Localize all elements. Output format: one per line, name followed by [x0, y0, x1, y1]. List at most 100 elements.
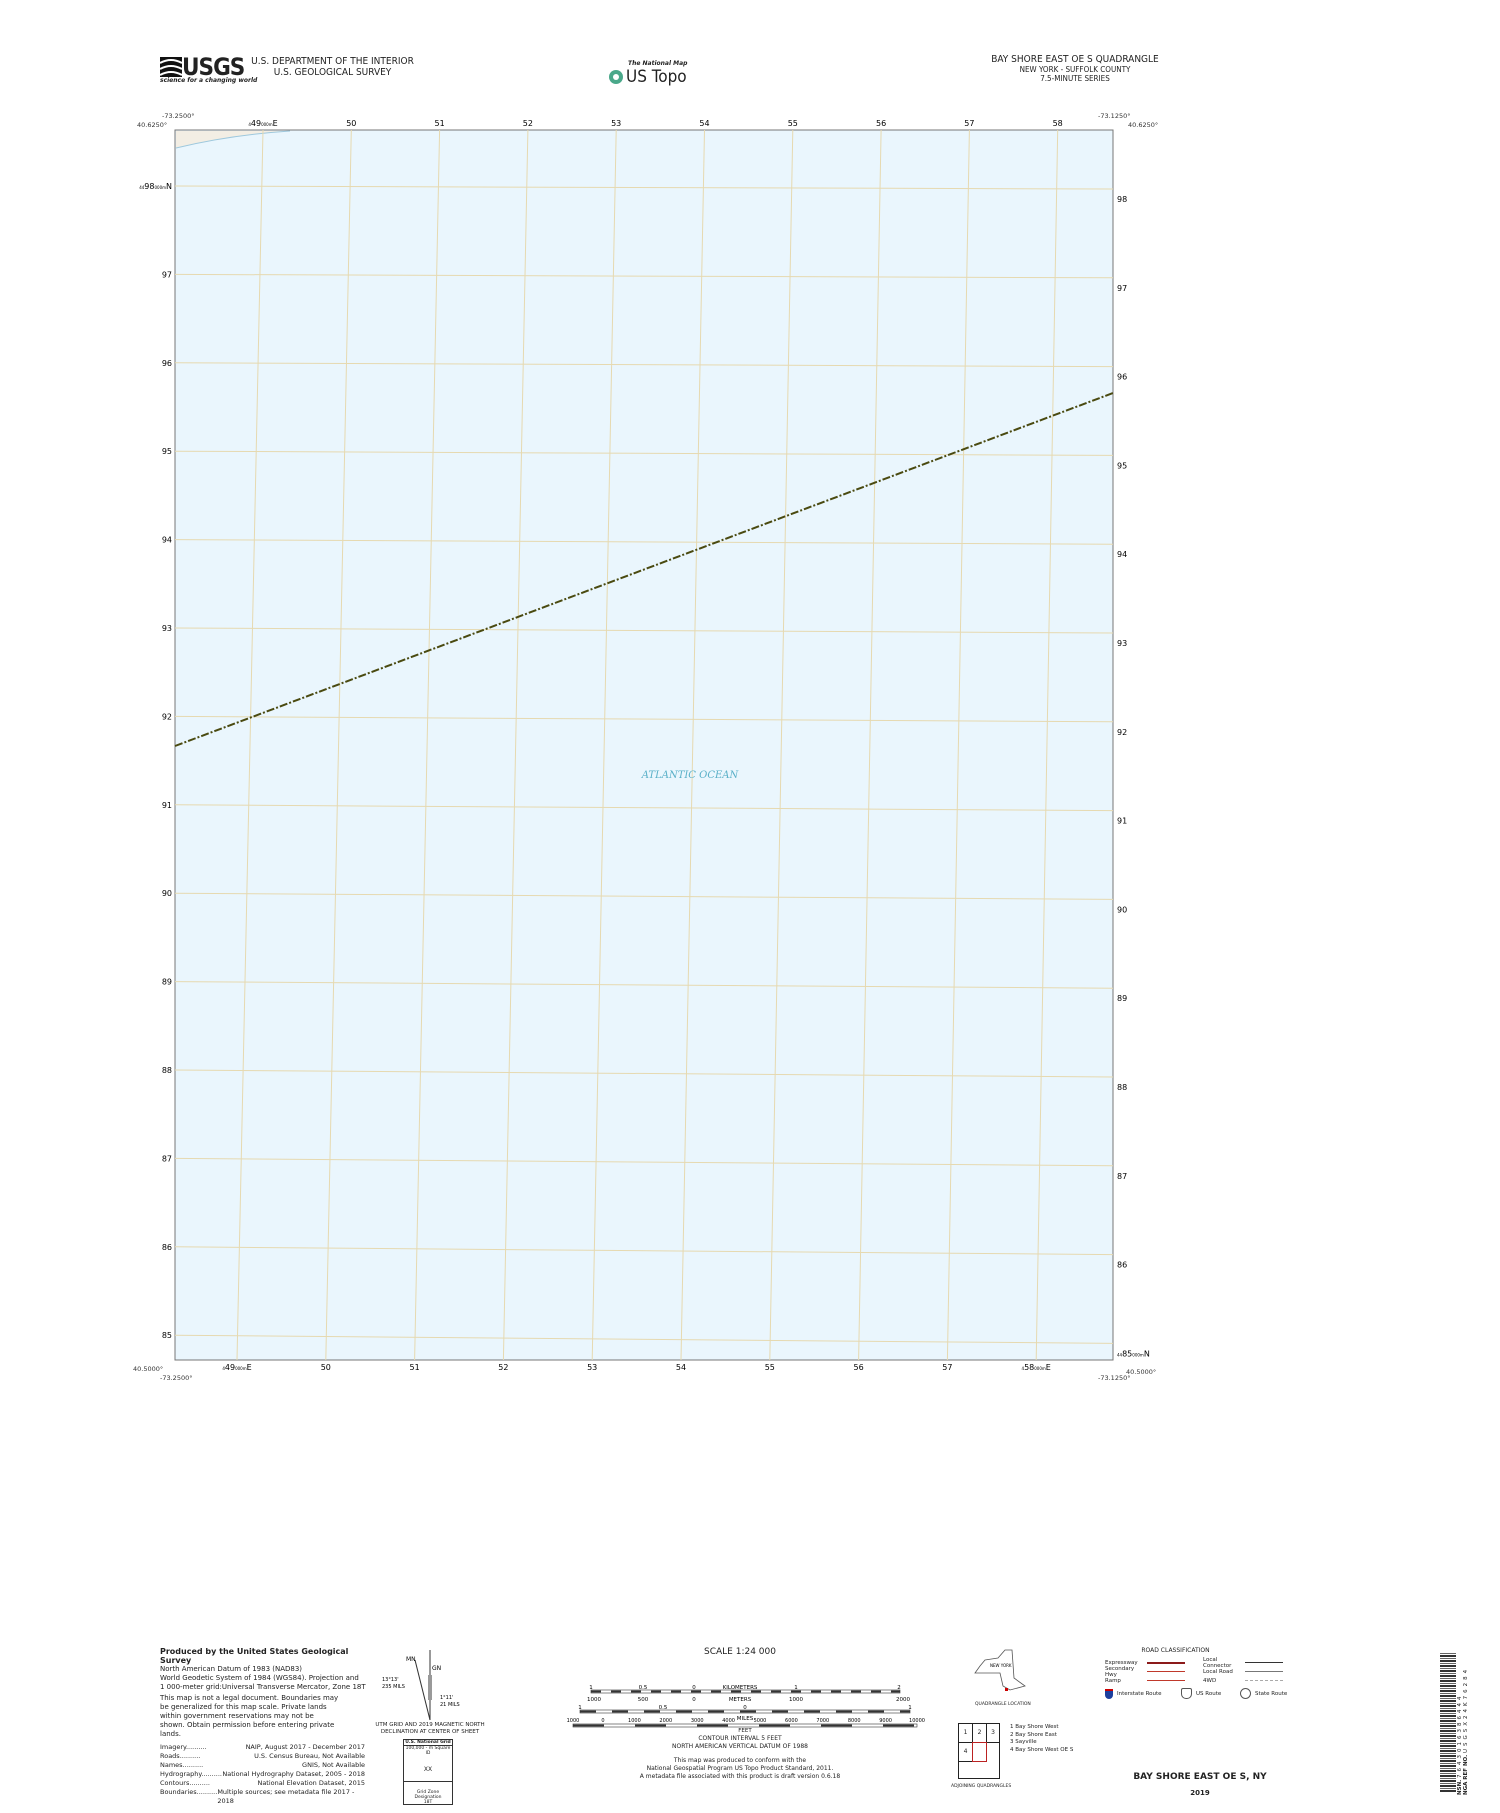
scale-tick-label: 1000: [587, 1697, 601, 1703]
grid-labels: 449000mE 449000mE 50 50 51 51 52 52 53 53 54 54 55 55…: [139, 119, 1150, 1372]
easting-label-top: 50: [346, 119, 356, 128]
usgs-logo: USGS science for a changing world: [160, 53, 257, 84]
current-quad-cell: [972, 1742, 987, 1762]
scale-tick-label: 9000: [879, 1718, 892, 1724]
easting-label-top: 51: [435, 119, 445, 128]
corner-bl-lat: 40.5000°: [133, 1365, 164, 1373]
northing-label-left: 93: [162, 624, 172, 633]
usng-title: U.S. National Grid: [404, 1740, 452, 1746]
road-symbol: [1147, 1671, 1185, 1672]
northing-line: [174, 981, 1114, 989]
magnetic-north-line: [414, 1659, 431, 1721]
road-type-label: Secondary Hwy: [1105, 1665, 1135, 1678]
easting-label-top: 53: [611, 119, 621, 128]
usng-sub: 100,000 - m Square ID: [405, 1746, 451, 1756]
road-type-label: Ramp: [1105, 1677, 1121, 1684]
road-type-label: Local Road: [1203, 1668, 1233, 1675]
credits-block: Produced by the United States Geological…: [160, 1647, 370, 1813]
road-type-label: Local Connector: [1203, 1656, 1232, 1669]
road-type-label: 4WD: [1203, 1677, 1217, 1684]
northing-label-left: 89: [162, 978, 172, 987]
corner-tl-lon: -73.2500°: [162, 112, 195, 120]
nga-value: USGSX24K76284: [1463, 1666, 1469, 1754]
source-key: Roads..........: [160, 1752, 201, 1760]
location-caption: QUADRANGLE LOCATION: [975, 1702, 1031, 1707]
scale-tick-label: 6000: [785, 1718, 798, 1724]
easting-label-bottom: 55: [765, 1363, 775, 1372]
northing-label-left: 87: [162, 1154, 172, 1163]
easting-line: [236, 129, 264, 1361]
easting-label-bottom: 53: [587, 1363, 597, 1372]
shield-label: US Route: [1196, 1690, 1222, 1697]
source-value: Multiple sources; see metadata file 2017…: [217, 1788, 355, 1805]
source-value: U.S. Census Bureau, Not Available: [254, 1752, 365, 1760]
scale-unit: METERS: [729, 1697, 752, 1703]
northing-label-right: 98: [1117, 195, 1127, 204]
scale-unit: KILOMETERS: [723, 1685, 758, 1691]
corner-br-lat: 40.5000°: [1126, 1368, 1157, 1376]
scale-unit-feet: FEET: [738, 1728, 752, 1734]
easting-label-bottom: 56: [854, 1363, 864, 1372]
scale-tick-label: 3000: [691, 1718, 704, 1724]
interstate-shield-icon: [1105, 1688, 1113, 1699]
easting-label-bottom: 57: [942, 1363, 952, 1372]
adjoining-name: 3 Sayville: [1010, 1739, 1037, 1745]
corner-br-lon: -73.1250°: [1098, 1374, 1131, 1382]
adjoining-cell: 3: [987, 1724, 999, 1743]
road-symbol: [1245, 1662, 1283, 1663]
bottom-title: BAY SHORE EAST OE S, NY: [1133, 1772, 1267, 1782]
northing-line: [174, 185, 1114, 190]
source-row: Boundaries.......... Multiple sources; se…: [160, 1788, 365, 1806]
scale-tick-label: 1: [578, 1705, 582, 1711]
standard-note: This map was produced to conform with th…: [673, 1757, 807, 1764]
easting-line: [946, 129, 970, 1361]
easting-label-bottom: 458000mE: [1022, 1363, 1051, 1372]
utm-grid: [174, 129, 1114, 1361]
sources-list: Imagery.......... NAIP, August 2017 - Dec…: [160, 1743, 370, 1813]
source-value: GNIS, Not Available: [302, 1761, 365, 1769]
adjoining-cell: 4: [959, 1743, 972, 1762]
easting-line: [414, 129, 441, 1361]
scale-tick-label: 1: [589, 1685, 593, 1691]
northing-line: [174, 362, 1114, 368]
northing-label-right: 93: [1117, 639, 1127, 648]
northing-label-left: 97: [162, 270, 172, 279]
source-row: Imagery.......... NAIP, August 2017 - Dec…: [160, 1743, 365, 1752]
gn-label: GN: [432, 1665, 441, 1672]
dept-line1: U.S. DEPARTMENT OF THE INTERIOR: [251, 56, 414, 67]
easting-label-top: 55: [788, 119, 798, 128]
produced-by: Produced by the United States Geological…: [160, 1647, 349, 1665]
source-key: Contours..........: [160, 1779, 211, 1787]
northing-line: [174, 715, 1114, 723]
easting-label-bottom: 54: [676, 1363, 686, 1372]
source-row: Roads.......... U.S. Census Bureau, Not A…: [160, 1752, 365, 1761]
northing-label-left: 88: [162, 1066, 172, 1075]
barcode-text: NSN. 7643016386444 NGA REF NO. USGSX24K7…: [1457, 1667, 1469, 1795]
easting-label-top: 52: [523, 119, 533, 128]
declination-caption: DECLINATION AT CENTER OF SHEET: [380, 1729, 480, 1735]
road-type-label: Expressway: [1105, 1659, 1138, 1666]
usng-box: U.S. National Grid 100,000 - m Square ID…: [403, 1739, 453, 1805]
quad-title: BAY SHORE EAST OE S QUADRANGLE: [991, 54, 1159, 65]
usgs-wordmark: USGS: [182, 53, 245, 81]
declination-caption: UTM GRID AND 2019 MAGNETIC NORTH: [375, 1722, 485, 1728]
scale-tick-label: 1: [794, 1685, 798, 1691]
boundary-line: [174, 392, 1114, 747]
nga-label: NGA REF NO.: [1463, 1754, 1469, 1795]
scale-tick-label: 1000: [789, 1697, 803, 1703]
northing-line: [174, 804, 1114, 812]
adjoining-name: 2 Bay Shore East: [1010, 1731, 1057, 1738]
northing-label-right: 88: [1117, 1083, 1127, 1092]
scale-tick-label: 0: [601, 1718, 604, 1724]
road-classification-title: ROAD CLASSIFICATION: [1141, 1647, 1210, 1654]
northing-label-left: 94: [162, 536, 172, 545]
barcode: [1440, 1652, 1456, 1792]
northing-label-right: 94: [1117, 550, 1127, 559]
northing-line: [174, 627, 1114, 634]
map-frame[interactable]: ATLANTIC OCEAN 449000mE 449000mE 50 50 51 51 5…: [0, 0, 1500, 1420]
state-county: NEW YORK - SUFFOLK COUNTY: [1019, 65, 1131, 74]
northing-label-right: 95: [1117, 461, 1127, 470]
usgs-wave-icon: [160, 57, 182, 77]
easting-label-top: 57: [964, 119, 974, 128]
